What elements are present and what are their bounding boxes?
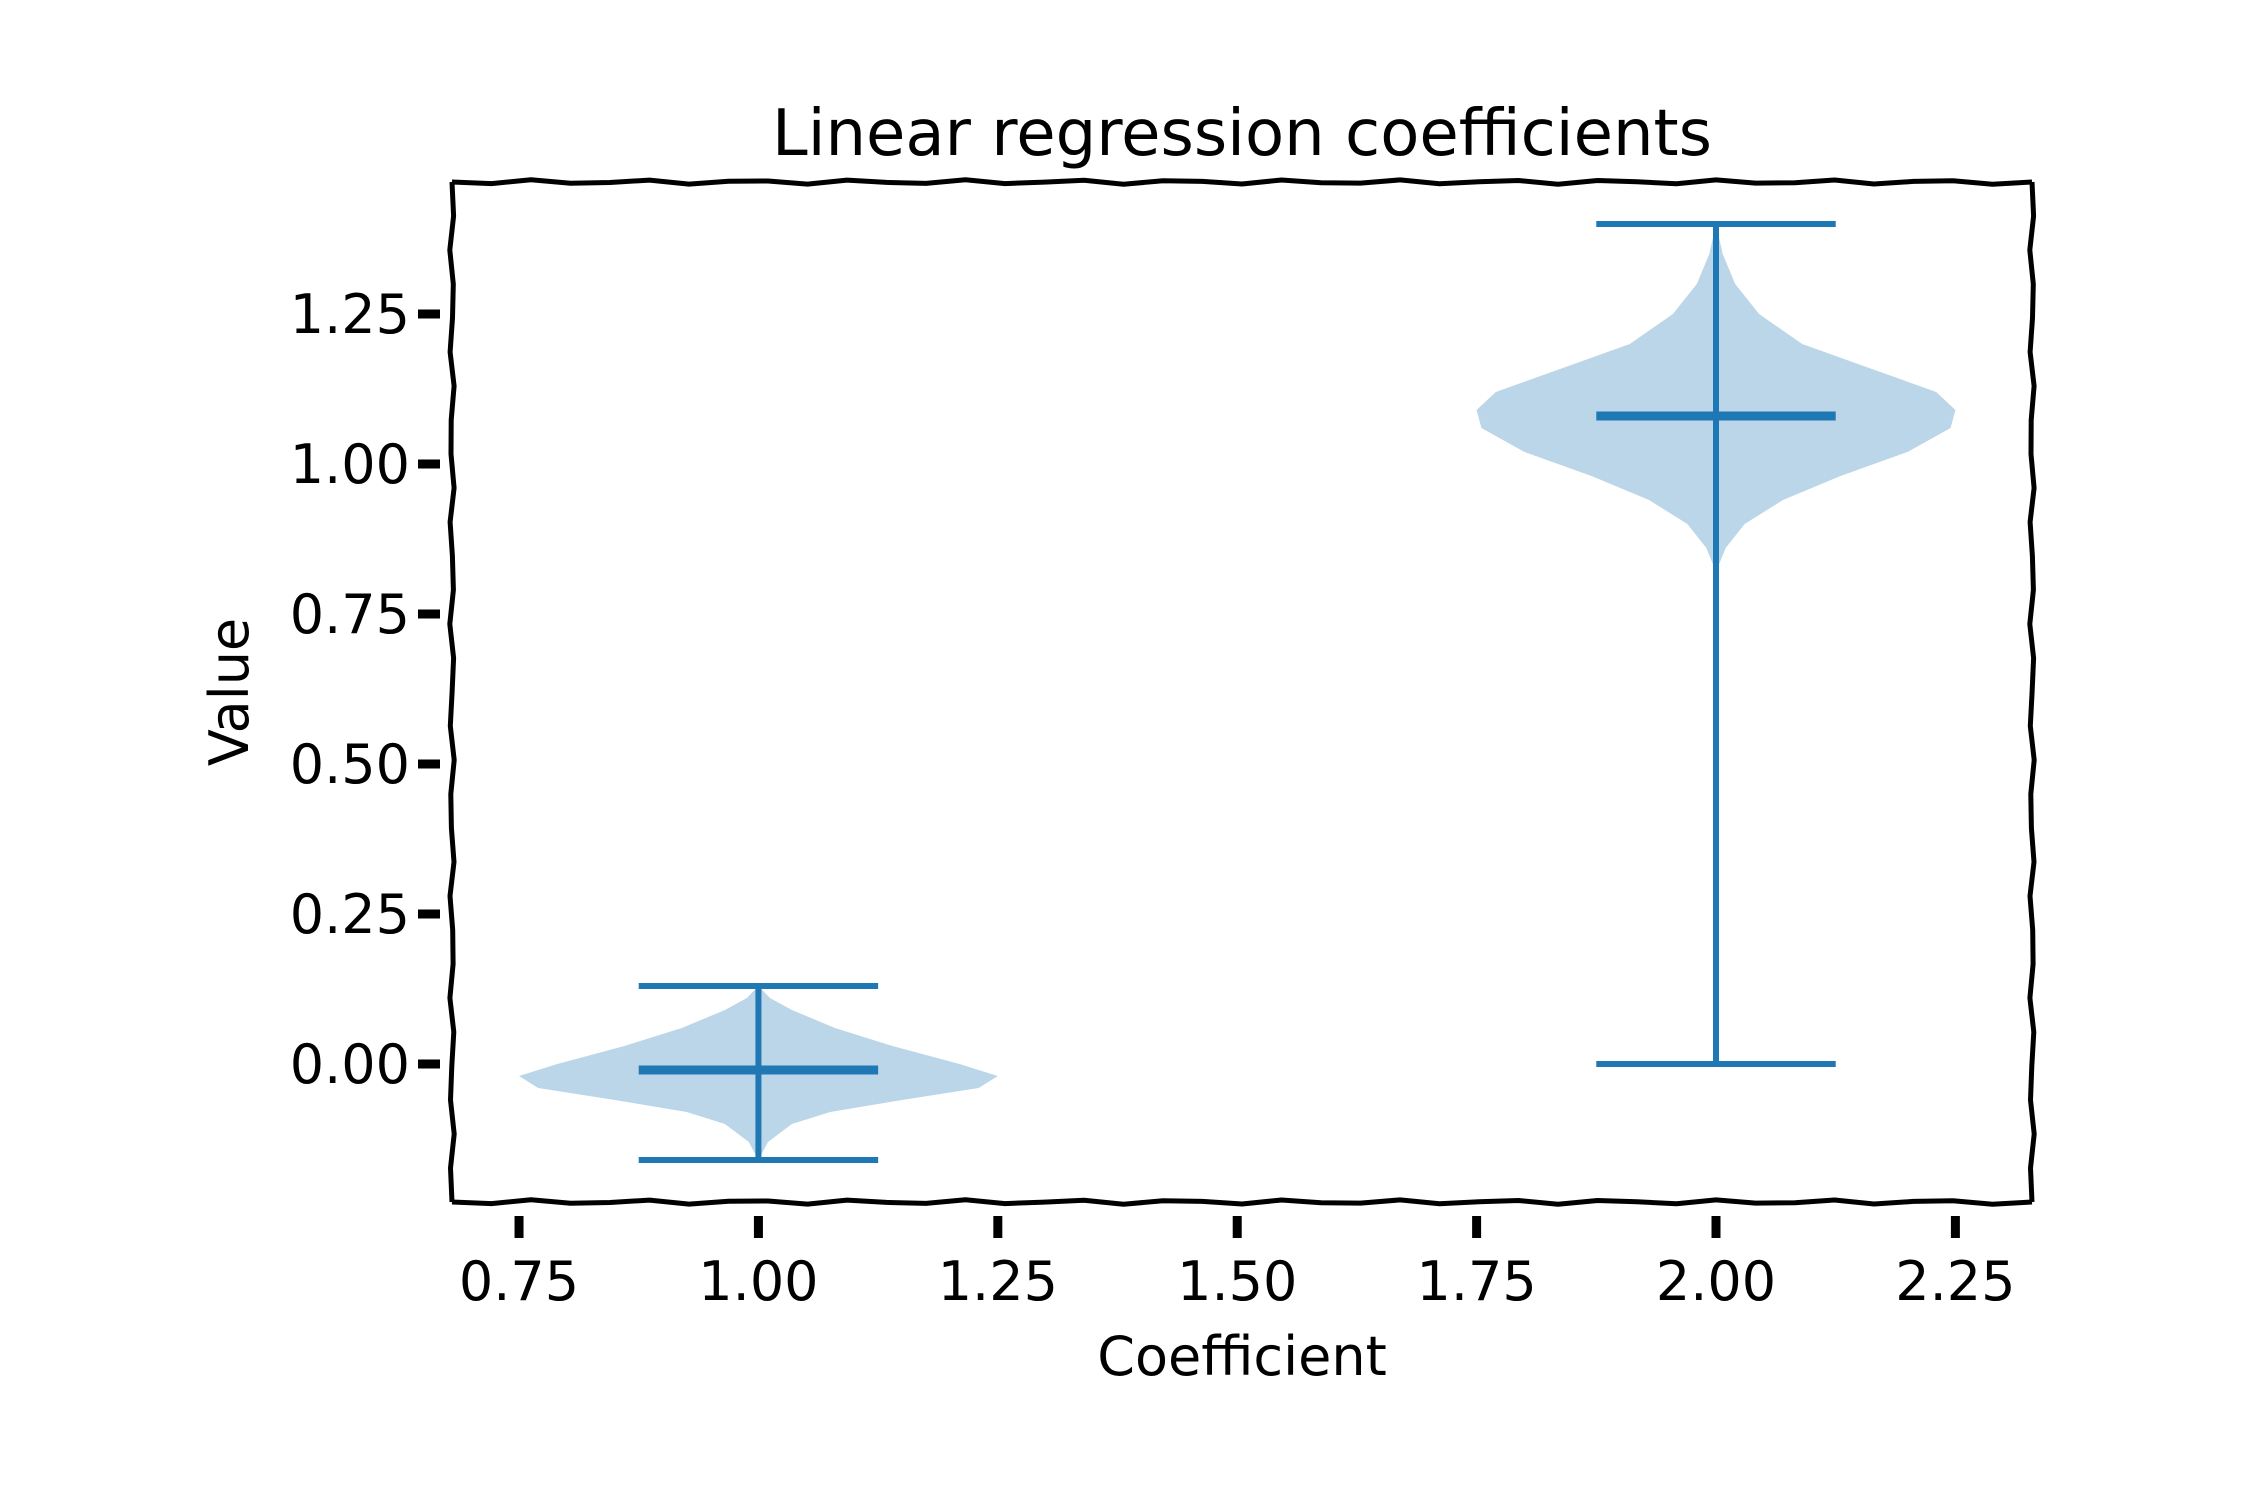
y-tick-label: 0.00 — [290, 1033, 410, 1096]
chart-title: Linear regression coefficients — [772, 97, 1712, 171]
x-tick-label: 2.25 — [1895, 1250, 2015, 1313]
x-tick-label: 0.75 — [459, 1250, 579, 1313]
y-tick-label: 0.75 — [290, 583, 410, 646]
y-tick-label: 0.25 — [290, 883, 410, 946]
x-axis-label: Coefficient — [1097, 1325, 1387, 1388]
x-tick-label: 1.25 — [938, 1250, 1058, 1313]
frame-left — [447, 181, 457, 1203]
frame-bottom — [451, 1197, 2033, 1207]
x-tick-label: 1.50 — [1177, 1250, 1297, 1313]
plot-frame — [447, 177, 2037, 1207]
y-tick-label: 1.25 — [290, 283, 410, 346]
y-axis-label: Value — [198, 618, 261, 766]
frame-top — [451, 177, 2033, 187]
x-tick-label: 1.75 — [1416, 1250, 1536, 1313]
y-tick-label: 1.00 — [290, 433, 410, 496]
y-tick-label: 0.50 — [290, 733, 410, 796]
x-axis-ticks: 0.75 1.00 1.25 1.50 1.75 2.00 2.25 — [459, 1216, 2016, 1313]
x-tick-label: 1.00 — [698, 1250, 818, 1313]
y-axis-ticks: 0.00 0.25 0.50 0.75 1.00 1.25 — [290, 283, 440, 1096]
x-tick-label: 2.00 — [1656, 1250, 1776, 1313]
violins-layer — [519, 221, 1956, 1163]
frame-right — [2027, 181, 2037, 1203]
